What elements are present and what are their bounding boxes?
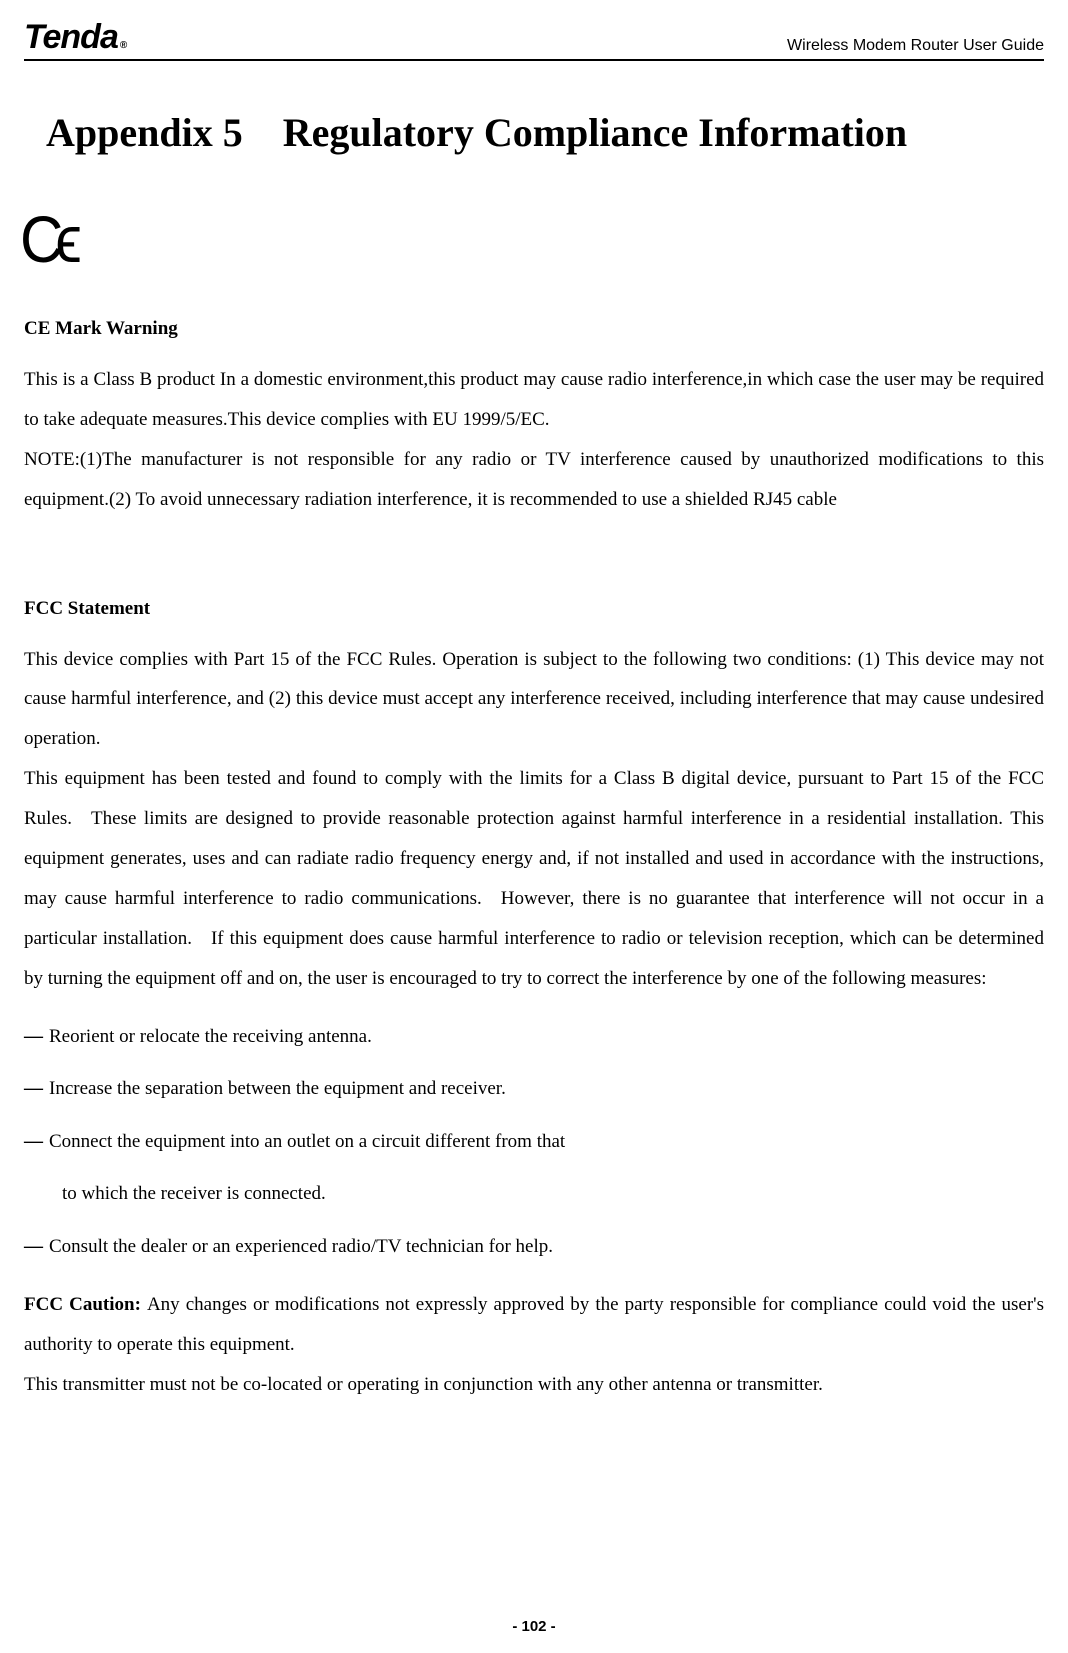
bullet-dash-icon: — [24, 1233, 43, 1262]
bullet-dash-icon: — [24, 1128, 43, 1157]
ce-mark-icon: Cϵ [20, 207, 1044, 273]
appendix-title: Appendix 5 Regulatory Compliance Informa… [46, 109, 1044, 156]
logo-registered: ® [120, 40, 126, 51]
fcc-caution-text: Any changes or modifications not express… [24, 1294, 1044, 1355]
fcc-transmitter-text: This transmitter must not be co-located … [24, 1365, 1044, 1405]
bullet-dash-icon: — [24, 1075, 43, 1104]
document-title-header: Wireless Modem Router User Guide [787, 37, 1044, 57]
tenda-logo: Tenda ® [24, 18, 126, 57]
page-number: - 102 - [512, 1618, 555, 1635]
page-footer: - 102 - [0, 1618, 1068, 1635]
bullet-text-1: Reorient or relocate the receiving anten… [49, 1023, 372, 1052]
ce-para-2: NOTE:(1)The manufacturer is not responsi… [24, 440, 1044, 520]
logo-text: Tenda [24, 18, 118, 57]
bullet-text-3: Connect the equipment into an outlet on … [49, 1128, 565, 1157]
bullet-text-2: Increase the separation between the equi… [49, 1075, 506, 1104]
ce-warning-heading: CE Mark Warning [24, 318, 1044, 340]
bullet-dash-icon: — [24, 1023, 43, 1052]
ce-para-1: This is a Class B product In a domestic … [24, 360, 1044, 440]
bullet-item-2: — Increase the separation between the eq… [24, 1075, 1044, 1104]
bullet-item-3: — Connect the equipment into an outlet o… [24, 1128, 1044, 1157]
fcc-para-1: This device complies with Part 15 of the… [24, 640, 1044, 760]
section-spacer [24, 520, 1044, 598]
bullet-3-continuation: to which the receiver is connected. [62, 1180, 1044, 1209]
bullet-item-4: — Consult the dealer or an experienced r… [24, 1233, 1044, 1262]
bullet-item-1: — Reorient or relocate the receiving ant… [24, 1023, 1044, 1052]
fcc-statement-heading: FCC Statement [24, 598, 1044, 620]
fcc-caution-label: FCC Caution: [24, 1294, 147, 1315]
fcc-para-2: This equipment has been tested and found… [24, 759, 1044, 998]
page-header: Tenda ® Wireless Modem Router User Guide [24, 18, 1044, 61]
bullet-text-4: Consult the dealer or an experienced rad… [49, 1233, 553, 1262]
fcc-caution-para: FCC Caution: Any changes or modification… [24, 1285, 1044, 1365]
